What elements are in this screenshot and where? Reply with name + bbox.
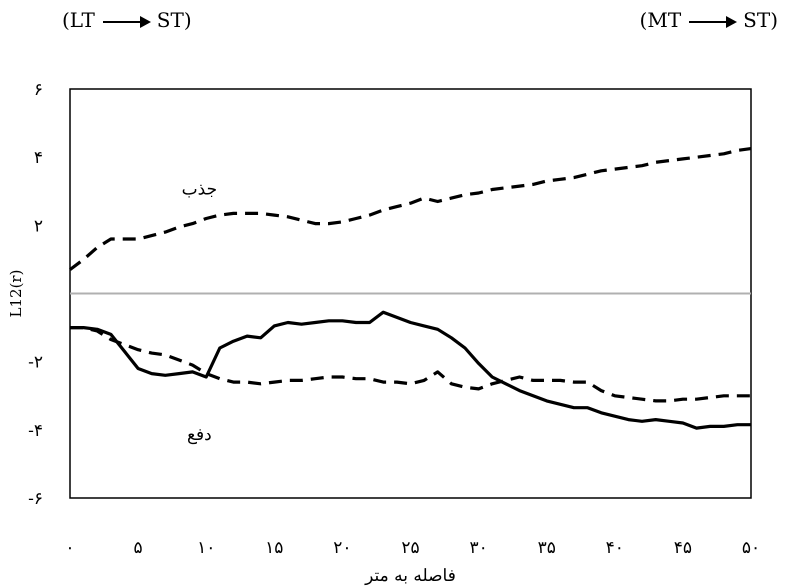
panel-header-left: (LT ST) [62, 8, 192, 32]
series-line-1 [69, 147, 752, 271]
annotation-label-2: دفع [187, 425, 212, 445]
series-line-3 [70, 310, 751, 430]
series-line-2 [70, 326, 751, 403]
x-tick-label: ۲۰ [333, 538, 351, 558]
header-right-from: (MT [639, 8, 682, 32]
header-right-to: ST) [743, 8, 778, 32]
x-tick-label: ۳۰ [469, 538, 487, 558]
right-arrow-icon [102, 15, 151, 28]
panel-header-right: (MT ST) [640, 8, 778, 32]
y-tick-label: -۴ [28, 421, 43, 441]
annotation-label-1: جذب [182, 180, 217, 200]
y-tick-label: -۲ [28, 353, 43, 373]
x-tick-label: ۱۰ [197, 538, 215, 558]
x-tick-label: ۴۵ [674, 538, 692, 558]
y-tick-label: -۶ [28, 489, 43, 509]
x-tick-label: ۵ [134, 538, 143, 558]
x-tick-label: ۵۰ [742, 538, 760, 558]
right-arrow-icon [689, 15, 738, 28]
x-tick-label: ۱۵ [265, 538, 283, 558]
header-left-from: (LT [62, 8, 95, 32]
y-axis-label: L12(r) [7, 270, 25, 318]
y-tick-label: ۴ [34, 148, 43, 168]
header-left-to: ST) [156, 8, 192, 32]
x-tick-label: ۳۵ [538, 538, 556, 558]
y-tick-label: ۶ [34, 80, 43, 100]
y-tick-label: ۲ [34, 216, 43, 236]
x-tick-label: ۰ [65, 538, 74, 558]
x-tick-label: ۴۰ [606, 538, 624, 558]
x-tick-label: ۲۵ [401, 538, 419, 558]
x-axis-label: فاصله به متر [364, 566, 456, 586]
